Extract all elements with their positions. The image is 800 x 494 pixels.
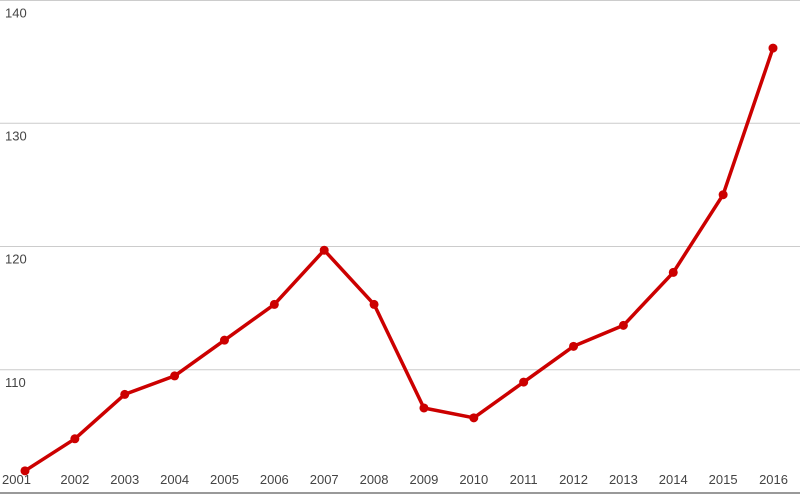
data-point [469, 413, 479, 423]
x-tick-label: 2001 [2, 472, 31, 487]
x-tick-label: 2005 [210, 472, 239, 487]
data-point [120, 389, 130, 399]
series-group [20, 43, 778, 476]
x-tick-label: 2003 [110, 472, 139, 487]
x-tick-label: 2015 [709, 472, 738, 487]
y-tick-label: 130 [5, 128, 27, 143]
data-point [618, 320, 628, 330]
data-point [569, 341, 579, 351]
data-point [219, 335, 229, 345]
series-line [23, 46, 775, 473]
y-tick-label: 120 [5, 252, 27, 267]
x-tick-label: 2004 [160, 472, 189, 487]
y-tick-labels: 110 120 130 140 [5, 6, 27, 390]
data-point [319, 245, 329, 255]
x-tick-label: 2002 [60, 472, 89, 487]
y-tick-label: 110 [5, 375, 26, 390]
x-tick-label: 2008 [360, 472, 389, 487]
data-point [20, 466, 30, 476]
data-point [519, 377, 529, 387]
x-tick-label: 2012 [559, 472, 588, 487]
x-tick-label: 2013 [609, 472, 638, 487]
y-tick-label: 140 [5, 6, 27, 21]
data-point [269, 299, 279, 309]
data-point [170, 371, 180, 381]
x-tick-label: 2010 [459, 472, 488, 487]
x-tick-label: 2016 [759, 472, 788, 487]
gridlines [0, 0, 800, 371]
data-point [419, 403, 429, 413]
x-tick-label: 2006 [260, 472, 289, 487]
data-point [768, 43, 778, 53]
x-tick-label: 2009 [409, 472, 438, 487]
data-point [369, 299, 379, 309]
data-point [718, 190, 728, 200]
data-point [70, 434, 80, 444]
x-tick-label: 2011 [510, 472, 538, 487]
data-point [668, 267, 678, 277]
x-tick-labels: 2001 2002 2003 2004 2005 2006 2007 2008 2009 2010… [2, 472, 788, 487]
x-tick-label: 2007 [310, 472, 339, 487]
x-tick-label: 2014 [659, 472, 688, 487]
